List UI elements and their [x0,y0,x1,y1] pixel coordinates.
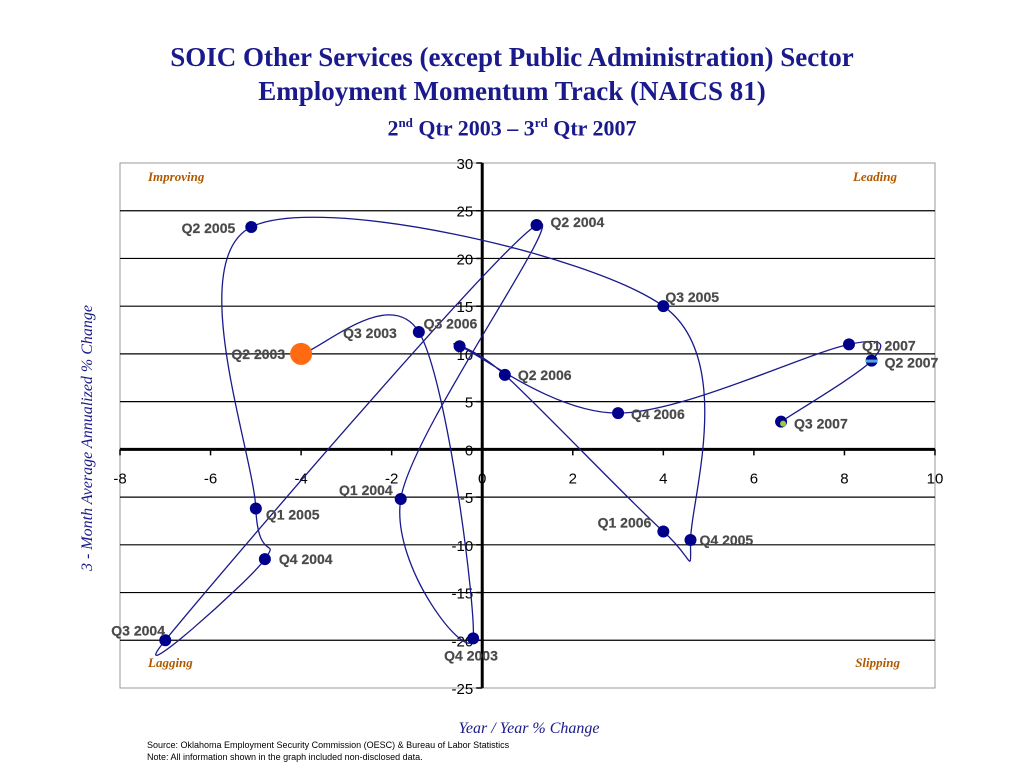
subtitle-sup-a: nd [398,115,413,130]
y-tick-label: -10 [452,538,474,555]
data-point-q2-2006 [498,368,511,381]
point-label-q1-2007: Q1 2007 [862,337,916,353]
point-label-q2-2004: Q2 2004 [551,214,605,230]
data-point-q1-2006 [657,525,670,538]
momentum-track-line [155,216,882,656]
point-label-q4-2004: Q4 2004 [279,551,333,567]
point-label-q2-2006: Q2 2006 [518,367,572,383]
x-tick-label: 10 [927,470,944,487]
x-tick-label: 6 [750,470,758,487]
point-label-q4-2006: Q4 2006 [631,406,685,422]
point-label-q3-2006: Q3 2006 [424,315,478,331]
data-point-q4-2004 [258,553,271,566]
x-tick-label: 2 [569,470,577,487]
point-label-q3-2007: Q3 2007 [794,416,848,432]
data-point-q3-2003 [412,325,425,338]
quadrant-label-slipping: Slipping [855,655,900,670]
data-point-q3-2006 [453,340,466,353]
chart-subtitle: 2nd Qtr 2003 – 3rd Qtr 2007 [0,108,1024,143]
y-tick-label: 25 [457,204,474,221]
subtitle-part-a: 2 [387,115,399,141]
data-point-q4-2006 [612,407,625,420]
subtitle-part-b: Qtr 2003 – 3 [412,115,535,141]
data-point-q2-2003 [290,342,313,365]
chart-title: SOIC Other Services (except Public Admin… [0,40,1024,143]
y-tick-label: 5 [465,395,473,412]
x-axis-title: Year / Year % Change [458,720,599,737]
subtitle-sup-b: rd [534,115,548,130]
x-tick-label: 4 [659,470,667,487]
data-point-q1-2007 [842,338,855,351]
point-label-q3-2004: Q3 2004 [111,622,165,638]
x-tick-label: 0 [478,470,486,487]
y-tick-label: 30 [457,156,474,173]
x-tick-label: -4 [294,470,307,487]
data-point-q4-2003 [467,632,480,645]
point-label-q4-2003: Q4 2003 [444,647,498,663]
plot-frame [119,162,936,689]
quadrant-label-improving: Improving [147,169,205,184]
quadrant-label-leading: Leading [852,169,898,184]
x-tick-label: -2 [385,470,398,487]
y-tick-label: -5 [460,490,473,507]
data-point-q1-2005 [249,502,262,515]
quadrant-label-lagging: Lagging [147,655,193,670]
y-tick-label: -25 [452,681,474,698]
data-point-q3-2005 [657,300,670,313]
y-tick-label: -15 [452,586,474,603]
y-tick-label: 20 [457,251,474,268]
subtitle-part-c: Qtr 2007 [547,115,637,141]
end-point-marker [780,420,787,427]
point-label-q1-2004: Q1 2004 [339,482,393,498]
point-accent-q2-2007 [865,359,878,363]
data-point-q3-2004 [159,634,172,647]
title-line-2: Employment Momentum Track (NAICS 81) [258,76,766,106]
point-label-q1-2006: Q1 2006 [598,514,652,530]
point-label-q2-2005: Q2 2005 [182,220,236,236]
data-point-q2-2005 [245,220,258,233]
point-label-q1-2005: Q1 2005 [266,507,320,523]
y-axis-title: 3 - Month Average Annualized % Change [79,305,96,572]
disclosure-note: Note: All information shown in the graph… [147,752,423,762]
data-point-q4-2005 [684,534,697,547]
y-tick-label: 0 [465,442,473,459]
title-line-1: SOIC Other Services (except Public Admin… [170,42,854,72]
point-label-q3-2003: Q3 2003 [343,325,397,341]
data-point-q2-2004 [530,219,543,232]
y-tick-label: 15 [457,299,474,316]
point-label-q4-2005: Q4 2005 [700,532,754,548]
point-label-q2-2003: Q2 2003 [231,346,285,362]
x-tick-label: 8 [840,470,848,487]
point-label-q3-2005: Q3 2005 [665,289,719,305]
source-note: Source: Oklahoma Employment Security Com… [147,740,510,750]
x-tick-label: -6 [204,470,217,487]
point-label-q2-2007: Q2 2007 [885,355,939,371]
data-point-q1-2004 [394,493,407,505]
x-tick-label: -8 [113,470,126,487]
